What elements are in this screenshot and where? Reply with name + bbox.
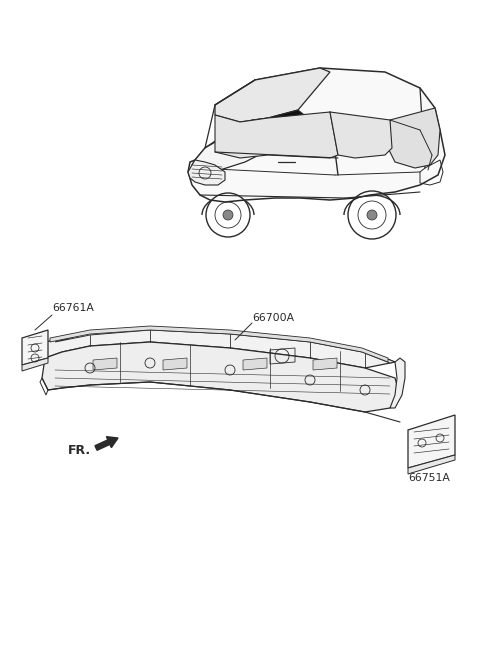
Polygon shape xyxy=(22,358,48,371)
Polygon shape xyxy=(388,108,440,168)
Polygon shape xyxy=(330,112,392,158)
Polygon shape xyxy=(42,342,400,412)
Polygon shape xyxy=(408,415,455,468)
Polygon shape xyxy=(215,68,330,122)
Circle shape xyxy=(367,210,377,220)
Text: 66700A: 66700A xyxy=(252,313,294,323)
Polygon shape xyxy=(163,358,187,370)
Polygon shape xyxy=(188,160,225,185)
Polygon shape xyxy=(245,110,308,132)
Polygon shape xyxy=(50,326,388,362)
Polygon shape xyxy=(313,358,337,370)
Polygon shape xyxy=(215,112,338,158)
Polygon shape xyxy=(408,455,455,474)
Polygon shape xyxy=(243,358,267,370)
Circle shape xyxy=(223,210,233,220)
Text: FR.: FR. xyxy=(68,443,91,457)
Text: 66751A: 66751A xyxy=(408,473,450,483)
Polygon shape xyxy=(55,328,395,363)
Polygon shape xyxy=(390,358,405,408)
Polygon shape xyxy=(192,120,278,170)
Text: 66761A: 66761A xyxy=(52,303,94,313)
Polygon shape xyxy=(93,358,117,370)
Polygon shape xyxy=(22,330,48,365)
FancyArrow shape xyxy=(95,437,118,450)
Polygon shape xyxy=(188,68,445,202)
Polygon shape xyxy=(45,328,395,368)
